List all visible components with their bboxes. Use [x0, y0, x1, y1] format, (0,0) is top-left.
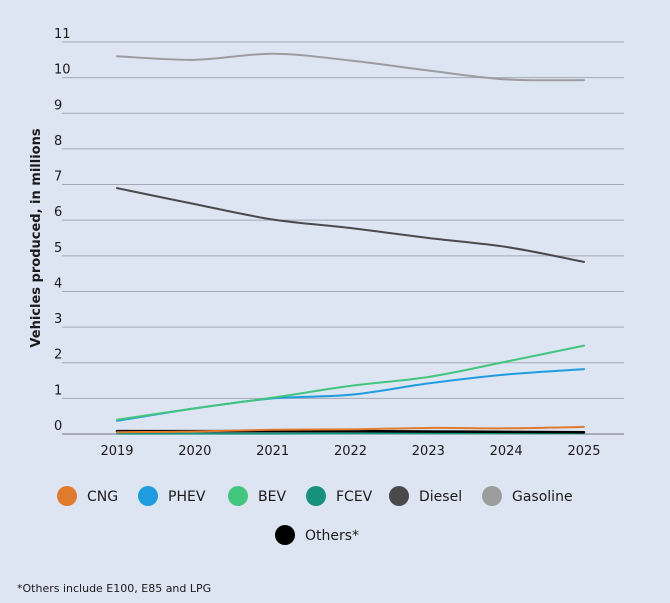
series-lines: [115, 52, 586, 435]
x-tick-labels: 2019 2020 2021 2022 2023 2024 2025: [100, 444, 600, 459]
legend-label: PHEV: [168, 489, 206, 505]
y-tick-label: 9: [54, 98, 62, 113]
x-tick-label: 2022: [334, 444, 367, 459]
legend-item-cng: CNG: [57, 486, 118, 506]
x-tick-label: 2023: [412, 444, 445, 459]
legend-label: Gasoline: [512, 489, 573, 505]
y-tick-label: 11: [54, 27, 71, 42]
gridlines: [62, 41, 624, 435]
y-tick-label: 8: [54, 134, 62, 149]
legend-item-fcev: FCEV: [306, 486, 373, 506]
legend-label: Others*: [305, 528, 359, 544]
y-tick-labels: 0 1 2 3 4 5 6 7 8 9 10 11: [54, 27, 71, 434]
legend: CNG PHEV BEV FCEV Diesel Gasoline Others*: [57, 486, 573, 545]
legend-swatch: [228, 486, 248, 506]
legend-swatch: [57, 486, 77, 506]
series-line-cng: [116, 425, 585, 434]
series-line-diesel: [116, 187, 585, 263]
y-tick-label: 3: [54, 312, 62, 327]
series-line-bev: [116, 344, 585, 421]
y-tick-label: 4: [54, 276, 62, 291]
y-tick-label: 5: [54, 241, 62, 256]
legend-item-diesel: Diesel: [389, 486, 462, 506]
legend-label: BEV: [258, 489, 286, 505]
legend-swatch: [389, 486, 409, 506]
legend-swatch: [306, 486, 326, 506]
x-tick-label: 2019: [100, 444, 133, 459]
y-tick-label: 0: [54, 419, 62, 434]
legend-swatch: [138, 486, 158, 506]
y-tick-label: 6: [54, 205, 62, 220]
x-tick-label: 2020: [178, 444, 211, 459]
x-tick-label: 2021: [256, 444, 289, 459]
y-axis-title: Vehicles produced, in millions: [29, 128, 44, 347]
legend-label: FCEV: [336, 489, 373, 505]
y-tick-label: 1: [54, 383, 62, 398]
x-tick-label: 2025: [567, 444, 600, 459]
legend-item-others: Others*: [275, 525, 359, 545]
y-tick-label: 2: [54, 348, 62, 363]
x-tick-label: 2024: [490, 444, 523, 459]
legend-swatch: [275, 525, 295, 545]
series-line-gasoline: [116, 52, 585, 82]
footnote: *Others include E100, E85 and LPG: [17, 582, 212, 595]
legend-item-phev: PHEV: [138, 486, 206, 506]
legend-label: Diesel: [419, 489, 462, 505]
legend-swatch: [482, 486, 502, 506]
legend-item-gasoline: Gasoline: [482, 486, 573, 506]
y-tick-label: 10: [54, 63, 71, 78]
legend-label: CNG: [87, 489, 118, 505]
series-line-phev: [116, 368, 585, 422]
legend-item-bev: BEV: [228, 486, 286, 506]
y-tick-label: 7: [54, 170, 62, 185]
